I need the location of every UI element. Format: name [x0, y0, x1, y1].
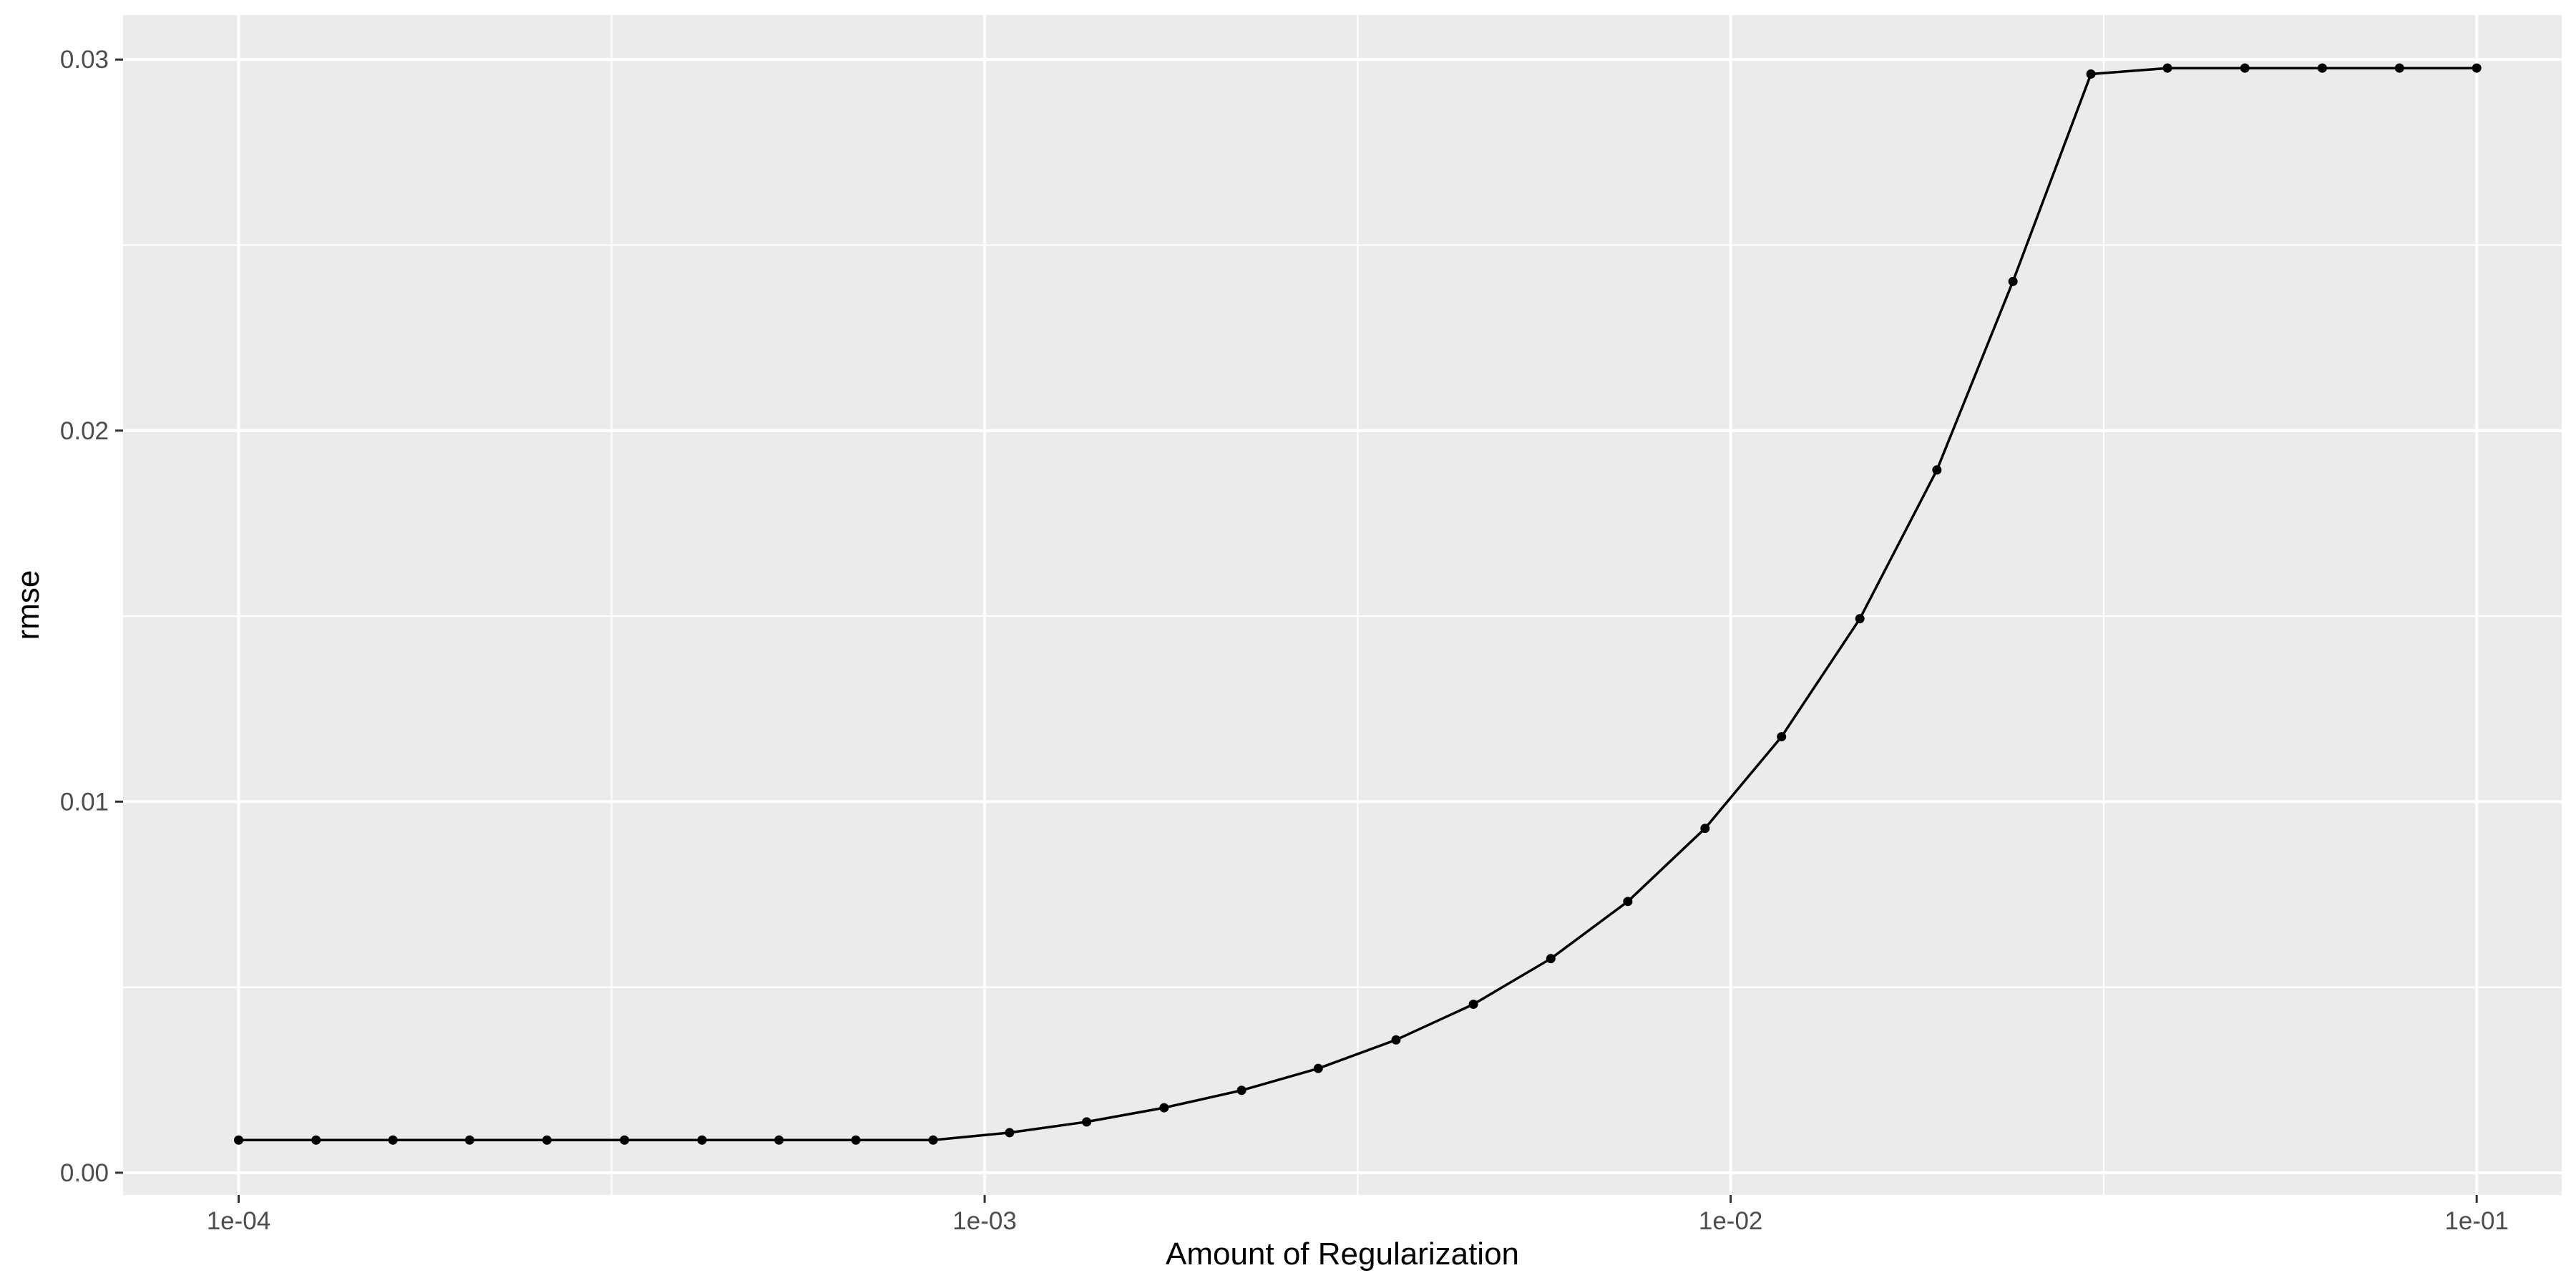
data-point	[697, 1135, 707, 1145]
data-point	[774, 1135, 784, 1145]
x-axis-title: Amount of Regularization	[1166, 1236, 1519, 1272]
y-axis-title: rmse	[11, 570, 46, 640]
data-point	[2240, 63, 2250, 73]
y-axis: 0.00 0.01 0.02 0.03	[60, 46, 123, 1187]
y-tick-label: 0.02	[60, 417, 109, 445]
data-point	[1313, 1063, 1323, 1073]
data-point	[620, 1135, 630, 1145]
data-point	[1700, 824, 1710, 834]
y-tick-label: 0.00	[60, 1159, 109, 1187]
data-point	[1623, 897, 1633, 907]
data-point	[1005, 1128, 1015, 1138]
x-tick-label: 1e-03	[952, 1207, 1017, 1235]
data-point	[1468, 999, 1478, 1009]
data-point	[1391, 1035, 1401, 1045]
data-point	[542, 1135, 552, 1145]
data-point	[1236, 1085, 1246, 1096]
data-point	[1777, 732, 1787, 742]
data-point	[2394, 63, 2404, 73]
y-tick-label: 0.01	[60, 788, 109, 816]
data-point	[2162, 63, 2172, 73]
x-axis: 1e-04 1e-03 1e-02 1e-01	[207, 1195, 2509, 1235]
series-line	[238, 67, 2477, 1142]
x-tick-label: 1e-02	[1699, 1207, 1763, 1235]
data-point	[1855, 614, 1865, 624]
data-point	[851, 1135, 861, 1145]
x-tick-label: 1e-04	[207, 1207, 271, 1235]
x-tick-label: 1e-01	[2444, 1207, 2509, 1235]
data-point	[2472, 63, 2482, 73]
data-point	[388, 1135, 398, 1145]
y-tick-label: 0.03	[60, 46, 109, 74]
data-point	[1082, 1117, 1092, 1127]
minor-gridlines	[123, 15, 2562, 1195]
data-point	[233, 1135, 243, 1145]
data-point	[2008, 276, 2018, 286]
data-point	[2317, 63, 2327, 73]
major-gridlines	[123, 15, 2562, 1195]
plot-panel	[123, 15, 2562, 1195]
series-layer	[233, 63, 2482, 1145]
data-point	[928, 1135, 938, 1145]
data-point	[1159, 1103, 1169, 1113]
data-point	[2086, 69, 2096, 79]
data-point	[464, 1135, 474, 1145]
data-point	[1932, 465, 1942, 475]
data-point	[311, 1135, 321, 1145]
data-point	[1546, 954, 1556, 964]
